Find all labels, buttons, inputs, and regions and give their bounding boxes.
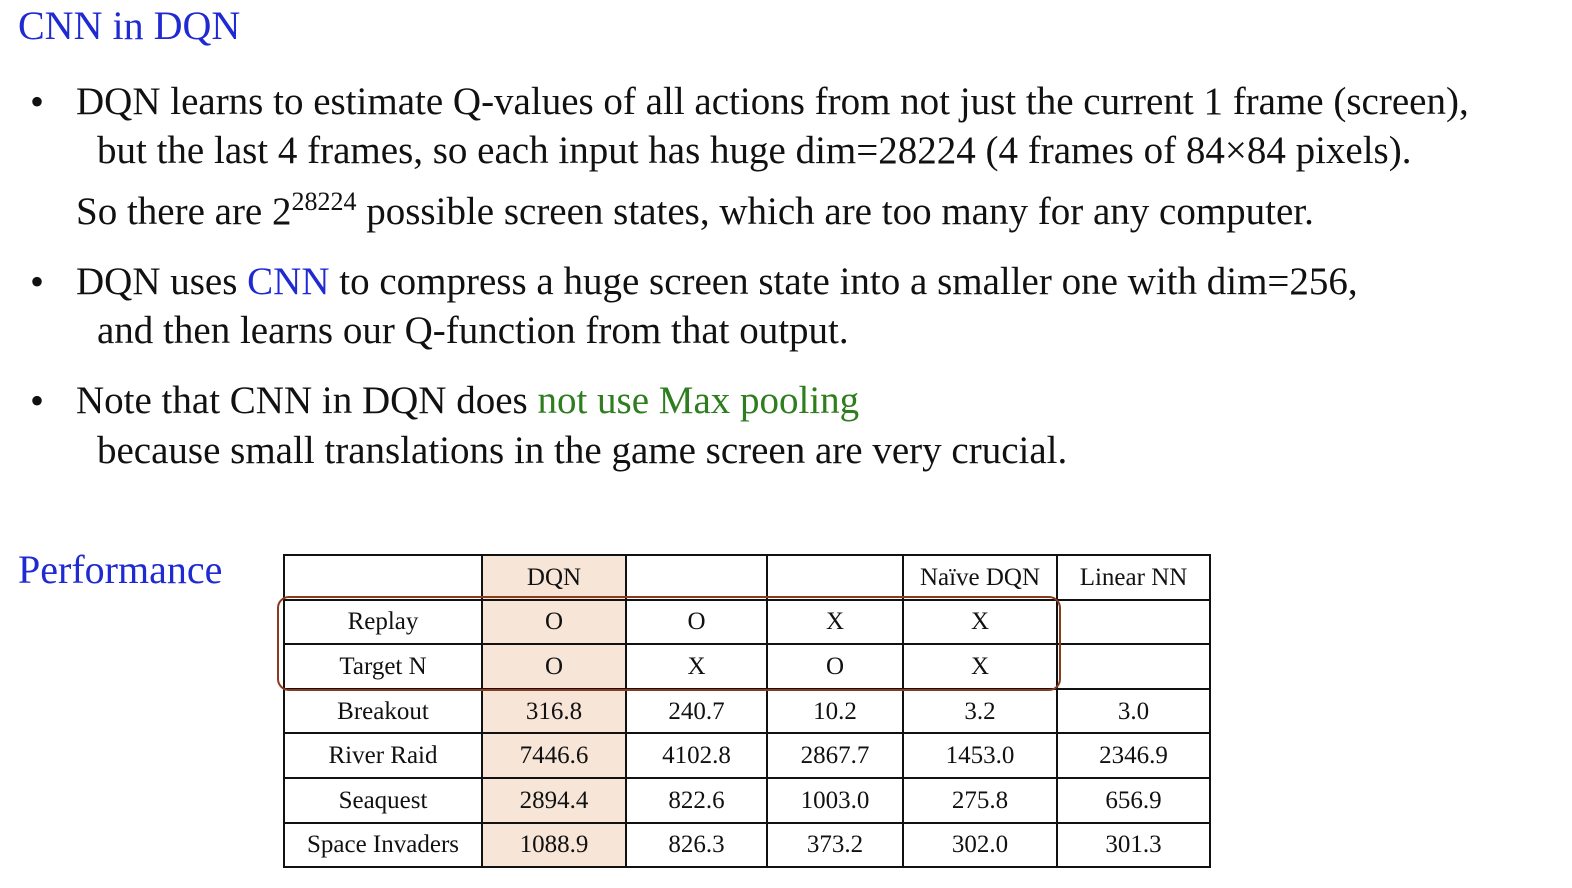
row-label: River Raid: [283, 732, 483, 779]
table-cell: 301.3: [1056, 821, 1211, 869]
header-cell-naive-dqn: Naïve DQN: [902, 554, 1058, 601]
exponent: 28224: [291, 187, 357, 216]
table-cell: 4102.8: [625, 732, 768, 779]
table-row: River Raid 7446.6 4102.8 2867.7 1453.0 2…: [283, 732, 1211, 779]
bullet-3-line-1: Note that CNN in DQN does not use Max po…: [76, 379, 860, 422]
row-label: Space Invaders: [283, 821, 483, 869]
bullet-2-line-2: and then learns our Q-function from that…: [97, 309, 849, 352]
table-cell: 302.0: [902, 821, 1058, 869]
section-title-cnn-in-dqn: CNN in DQN: [18, 3, 241, 48]
row-label: Breakout: [283, 687, 483, 735]
table-cell: X: [766, 598, 904, 646]
table-row: Breakout 316.8 240.7 10.2 3.2 3.0: [283, 687, 1211, 735]
table-row: Replay O O X X: [283, 598, 1211, 646]
header-cell-linear-nn: Linear NN: [1056, 554, 1211, 601]
header-cell-dqn: DQN: [481, 554, 627, 601]
table-cell: 2894.4: [481, 776, 627, 824]
bullet-1-line-1: DQN learns to estimate Q-values of all a…: [76, 80, 1469, 123]
table-header-row: DQN Naïve DQN Linear NN: [283, 554, 1211, 601]
bullet-marker: •: [30, 259, 45, 304]
table-cell: 373.2: [766, 821, 904, 869]
table-cell: 822.6: [625, 776, 768, 824]
table-cell: 656.9: [1056, 776, 1211, 824]
bullet-1-line-3: So there are 228224 possible screen stat…: [76, 187, 1314, 233]
bullet-marker: •: [30, 378, 45, 423]
table-cell: X: [625, 643, 768, 690]
table-cell: 240.7: [625, 687, 768, 735]
bullet-3-line-2: because small translations in the game s…: [97, 429, 1068, 472]
cnn-highlight: CNN: [247, 260, 330, 303]
performance-table: DQN Naïve DQN Linear NN Replay O O X X T…: [283, 554, 1211, 869]
table-cell: 316.8: [481, 687, 627, 735]
header-cell: [283, 554, 483, 601]
table-cell: O: [766, 643, 904, 690]
table-cell: X: [902, 598, 1058, 646]
table-cell: 3.0: [1056, 687, 1211, 735]
table-cell: X: [902, 643, 1058, 690]
table-cell: 275.8: [902, 776, 1058, 824]
bullet-2-line-1: DQN uses CNN to compress a huge screen s…: [76, 260, 1358, 303]
table-cell: 7446.6: [481, 732, 627, 779]
table-row: Target N O X O X: [283, 643, 1211, 690]
table-cell: 1003.0: [766, 776, 904, 824]
row-label: Replay: [283, 598, 483, 646]
table-cell: 1088.9: [481, 821, 627, 869]
table-cell: 3.2: [902, 687, 1058, 735]
bullet-marker: •: [30, 79, 45, 124]
table-cell: 826.3: [625, 821, 768, 869]
table-cell: 2346.9: [1056, 732, 1211, 779]
table-cell: O: [481, 598, 627, 646]
table-cell: [1056, 643, 1211, 690]
table-row: Space Invaders 1088.9 826.3 373.2 302.0 …: [283, 821, 1211, 869]
header-cell: [766, 554, 904, 601]
row-label: Target N: [283, 643, 483, 690]
table-cell: [1056, 598, 1211, 646]
header-cell: [625, 554, 768, 601]
table-cell: O: [625, 598, 768, 646]
max-pooling-highlight: not use Max pooling: [537, 379, 860, 422]
table-row: Seaquest 2894.4 822.6 1003.0 275.8 656.9: [283, 776, 1211, 824]
bullet-1-line-2: but the last 4 frames, so each input has…: [97, 129, 1412, 172]
section-title-performance: Performance: [18, 547, 223, 592]
table-cell: 10.2: [766, 687, 904, 735]
table-cell: 1453.0: [902, 732, 1058, 779]
table-cell: 2867.7: [766, 732, 904, 779]
row-label: Seaquest: [283, 776, 483, 824]
table-cell: O: [481, 643, 627, 690]
